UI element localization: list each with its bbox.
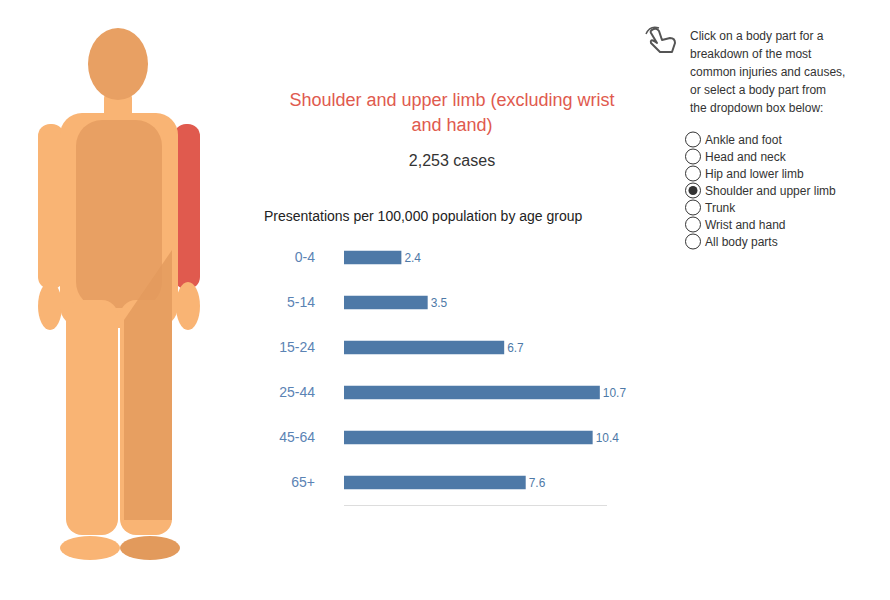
- svg-text:25-44: 25-44: [279, 384, 315, 400]
- svg-text:3.5: 3.5: [431, 296, 448, 310]
- html-text:Trunk: Trunk: [705, 200, 736, 215]
- svg-text:5-14: 5-14: [287, 294, 315, 310]
- html-text:2,253 cases: 2,253 cases: [408, 152, 496, 169]
- html-text:Shoulder and upper limb: Shoulder and upper limb: [705, 183, 836, 198]
- html-text:Ankle and foot: Ankle and foot: [705, 132, 782, 147]
- html-text:or select a body part from: or select a body part from: [690, 83, 827, 97]
- html-text:common injuries and causes,: common injuries and causes,: [690, 65, 846, 79]
- svg-text:10.7: 10.7: [603, 386, 627, 400]
- html-text:Shoulder and upper limb (exclu: Shoulder and upper limb (excluding wrist…: [289, 90, 615, 135]
- html-text:Wrist and hand: Wrist and hand: [705, 217, 786, 232]
- svg-text:65+: 65+: [291, 474, 315, 490]
- svg-text:2.4: 2.4: [404, 251, 421, 265]
- svg-text:7.6: 7.6: [529, 476, 546, 490]
- html-text:the dropdown box below:: the dropdown box below:: [690, 101, 824, 115]
- html-text:Head and neck: Head and neck: [705, 149, 786, 164]
- svg-text:15-24: 15-24: [279, 339, 315, 355]
- svg-text:0-4: 0-4: [295, 249, 315, 265]
- svg-text:10.4: 10.4: [596, 431, 620, 445]
- html-text:Hip and lower limb: Hip and lower limb: [705, 166, 804, 181]
- html-text:All body parts: All body parts: [705, 234, 778, 249]
- html-text:breakdown of the most: breakdown of the most: [690, 47, 812, 61]
- html-text:Click on a body part for a: Click on a body part for a: [690, 29, 824, 43]
- svg-text:45-64: 45-64: [279, 429, 315, 445]
- svg-text:Presentations per 100,000 popu: Presentations per 100,000 population by …: [264, 208, 583, 224]
- svg-text:6.7: 6.7: [507, 341, 524, 355]
